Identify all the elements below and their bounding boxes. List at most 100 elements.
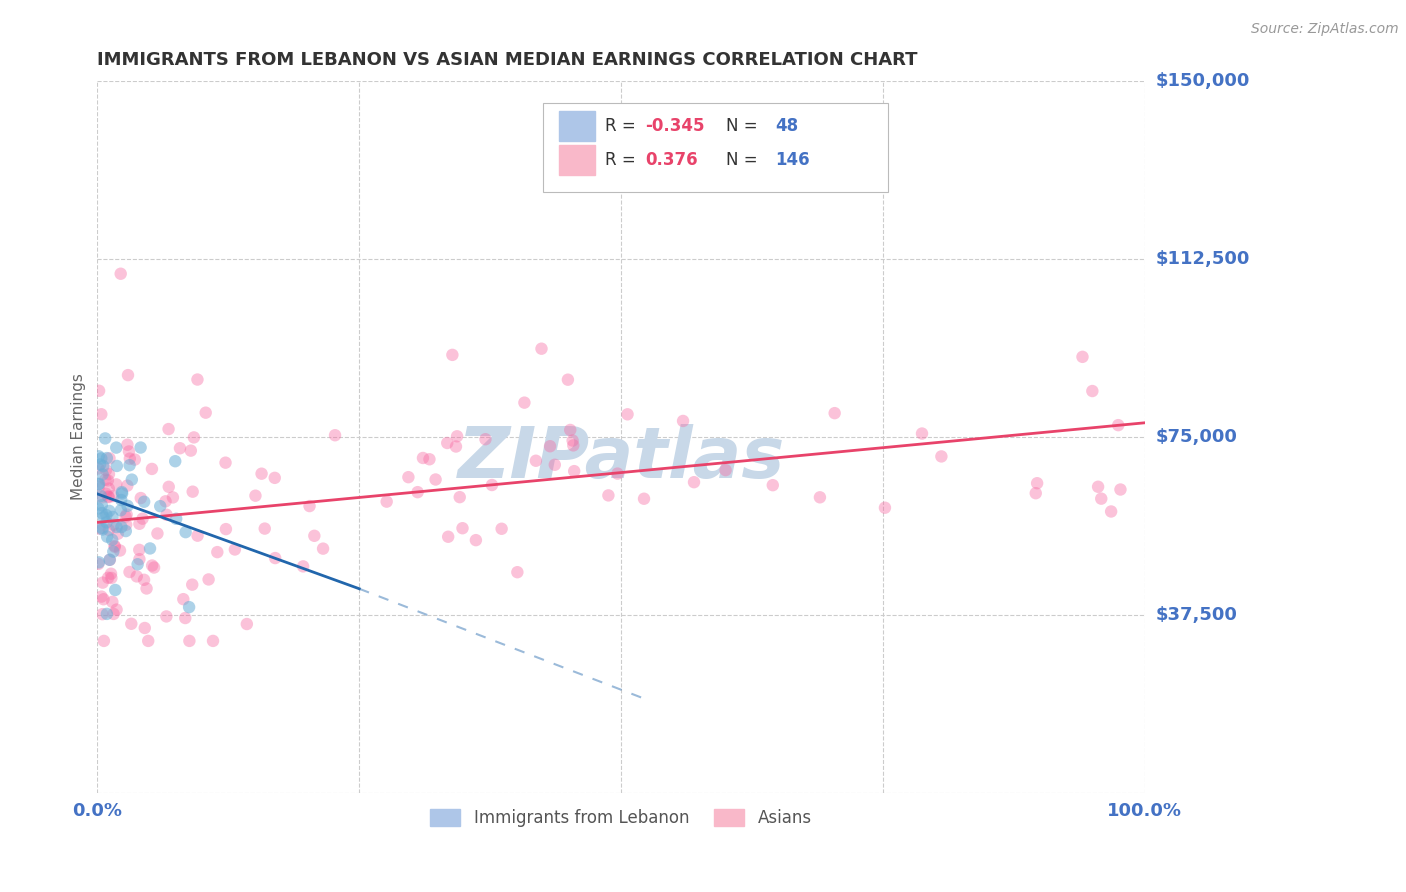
Point bbox=[672, 414, 695, 428]
Point bbox=[129, 441, 152, 455]
Point bbox=[101, 533, 124, 547]
Point bbox=[172, 592, 194, 607]
Point bbox=[87, 555, 110, 569]
Text: 146: 146 bbox=[775, 151, 810, 169]
Point bbox=[562, 438, 585, 452]
Point bbox=[418, 452, 440, 467]
Point bbox=[157, 422, 180, 436]
Text: N =: N = bbox=[725, 151, 758, 169]
Point bbox=[207, 545, 229, 559]
Point bbox=[312, 541, 335, 556]
Point bbox=[105, 520, 128, 534]
Point bbox=[425, 473, 447, 487]
Text: $112,500: $112,500 bbox=[1156, 250, 1250, 268]
Point bbox=[264, 551, 287, 566]
Point bbox=[87, 476, 110, 491]
Text: ZIPatlas: ZIPatlas bbox=[457, 424, 785, 493]
Point bbox=[714, 463, 737, 477]
Point bbox=[177, 600, 200, 615]
Point bbox=[127, 558, 149, 572]
Point bbox=[115, 517, 138, 532]
Point bbox=[94, 431, 117, 445]
Point bbox=[451, 521, 474, 535]
Point bbox=[124, 452, 146, 467]
Point bbox=[105, 602, 128, 616]
Point bbox=[128, 516, 150, 531]
Point bbox=[181, 577, 204, 591]
Point bbox=[215, 522, 238, 536]
Point bbox=[94, 487, 117, 501]
Point bbox=[87, 384, 110, 398]
Point bbox=[444, 440, 467, 454]
Point bbox=[110, 493, 132, 508]
Point bbox=[101, 595, 124, 609]
Point bbox=[183, 430, 205, 444]
Point bbox=[91, 523, 114, 537]
Point bbox=[186, 372, 208, 386]
Text: R =: R = bbox=[606, 151, 641, 169]
Point bbox=[98, 504, 121, 518]
Point bbox=[1081, 384, 1104, 398]
Point bbox=[197, 573, 219, 587]
Point bbox=[93, 510, 115, 524]
Point bbox=[149, 499, 172, 513]
Point bbox=[91, 521, 114, 535]
Point bbox=[90, 407, 112, 421]
Point bbox=[169, 441, 191, 455]
Point bbox=[162, 491, 184, 505]
Point bbox=[125, 569, 148, 583]
Point bbox=[141, 462, 163, 476]
Point bbox=[101, 509, 124, 524]
Point bbox=[97, 490, 120, 504]
Point bbox=[87, 479, 110, 493]
Point bbox=[141, 558, 163, 573]
Point bbox=[808, 491, 831, 505]
Point bbox=[118, 458, 141, 473]
Point bbox=[174, 611, 197, 625]
Point bbox=[165, 512, 187, 526]
Point bbox=[762, 478, 785, 492]
Y-axis label: Median Earnings: Median Earnings bbox=[72, 374, 86, 500]
Point bbox=[464, 533, 486, 548]
Point bbox=[90, 590, 112, 604]
Point bbox=[524, 454, 547, 468]
Point bbox=[89, 522, 111, 536]
Point bbox=[449, 490, 471, 504]
Point bbox=[110, 503, 132, 517]
Point bbox=[263, 471, 285, 485]
Point bbox=[146, 526, 169, 541]
Point bbox=[120, 616, 142, 631]
Text: R =: R = bbox=[606, 117, 641, 136]
Point bbox=[1071, 350, 1094, 364]
Point bbox=[491, 522, 513, 536]
Point bbox=[107, 526, 129, 541]
Text: N =: N = bbox=[725, 117, 758, 136]
Point bbox=[87, 557, 110, 571]
Point bbox=[90, 498, 112, 512]
Point bbox=[250, 467, 273, 481]
Point bbox=[683, 475, 706, 490]
Point bbox=[446, 429, 468, 443]
Point bbox=[633, 491, 655, 506]
Point bbox=[91, 607, 114, 622]
Point bbox=[1109, 483, 1132, 497]
Point bbox=[1087, 480, 1109, 494]
Point bbox=[441, 348, 464, 362]
Point bbox=[104, 539, 127, 553]
Point bbox=[117, 438, 139, 452]
Point bbox=[174, 525, 197, 540]
Point bbox=[131, 511, 153, 525]
Point bbox=[118, 565, 141, 579]
Point bbox=[117, 368, 139, 383]
Point bbox=[96, 508, 118, 522]
Point bbox=[117, 478, 139, 492]
Point bbox=[94, 473, 117, 487]
Point bbox=[103, 489, 125, 503]
Point bbox=[155, 508, 177, 522]
Point bbox=[544, 458, 567, 472]
Point bbox=[1107, 418, 1129, 433]
Point bbox=[436, 436, 458, 450]
Point bbox=[96, 516, 118, 530]
Point bbox=[245, 489, 267, 503]
Point bbox=[224, 542, 246, 557]
